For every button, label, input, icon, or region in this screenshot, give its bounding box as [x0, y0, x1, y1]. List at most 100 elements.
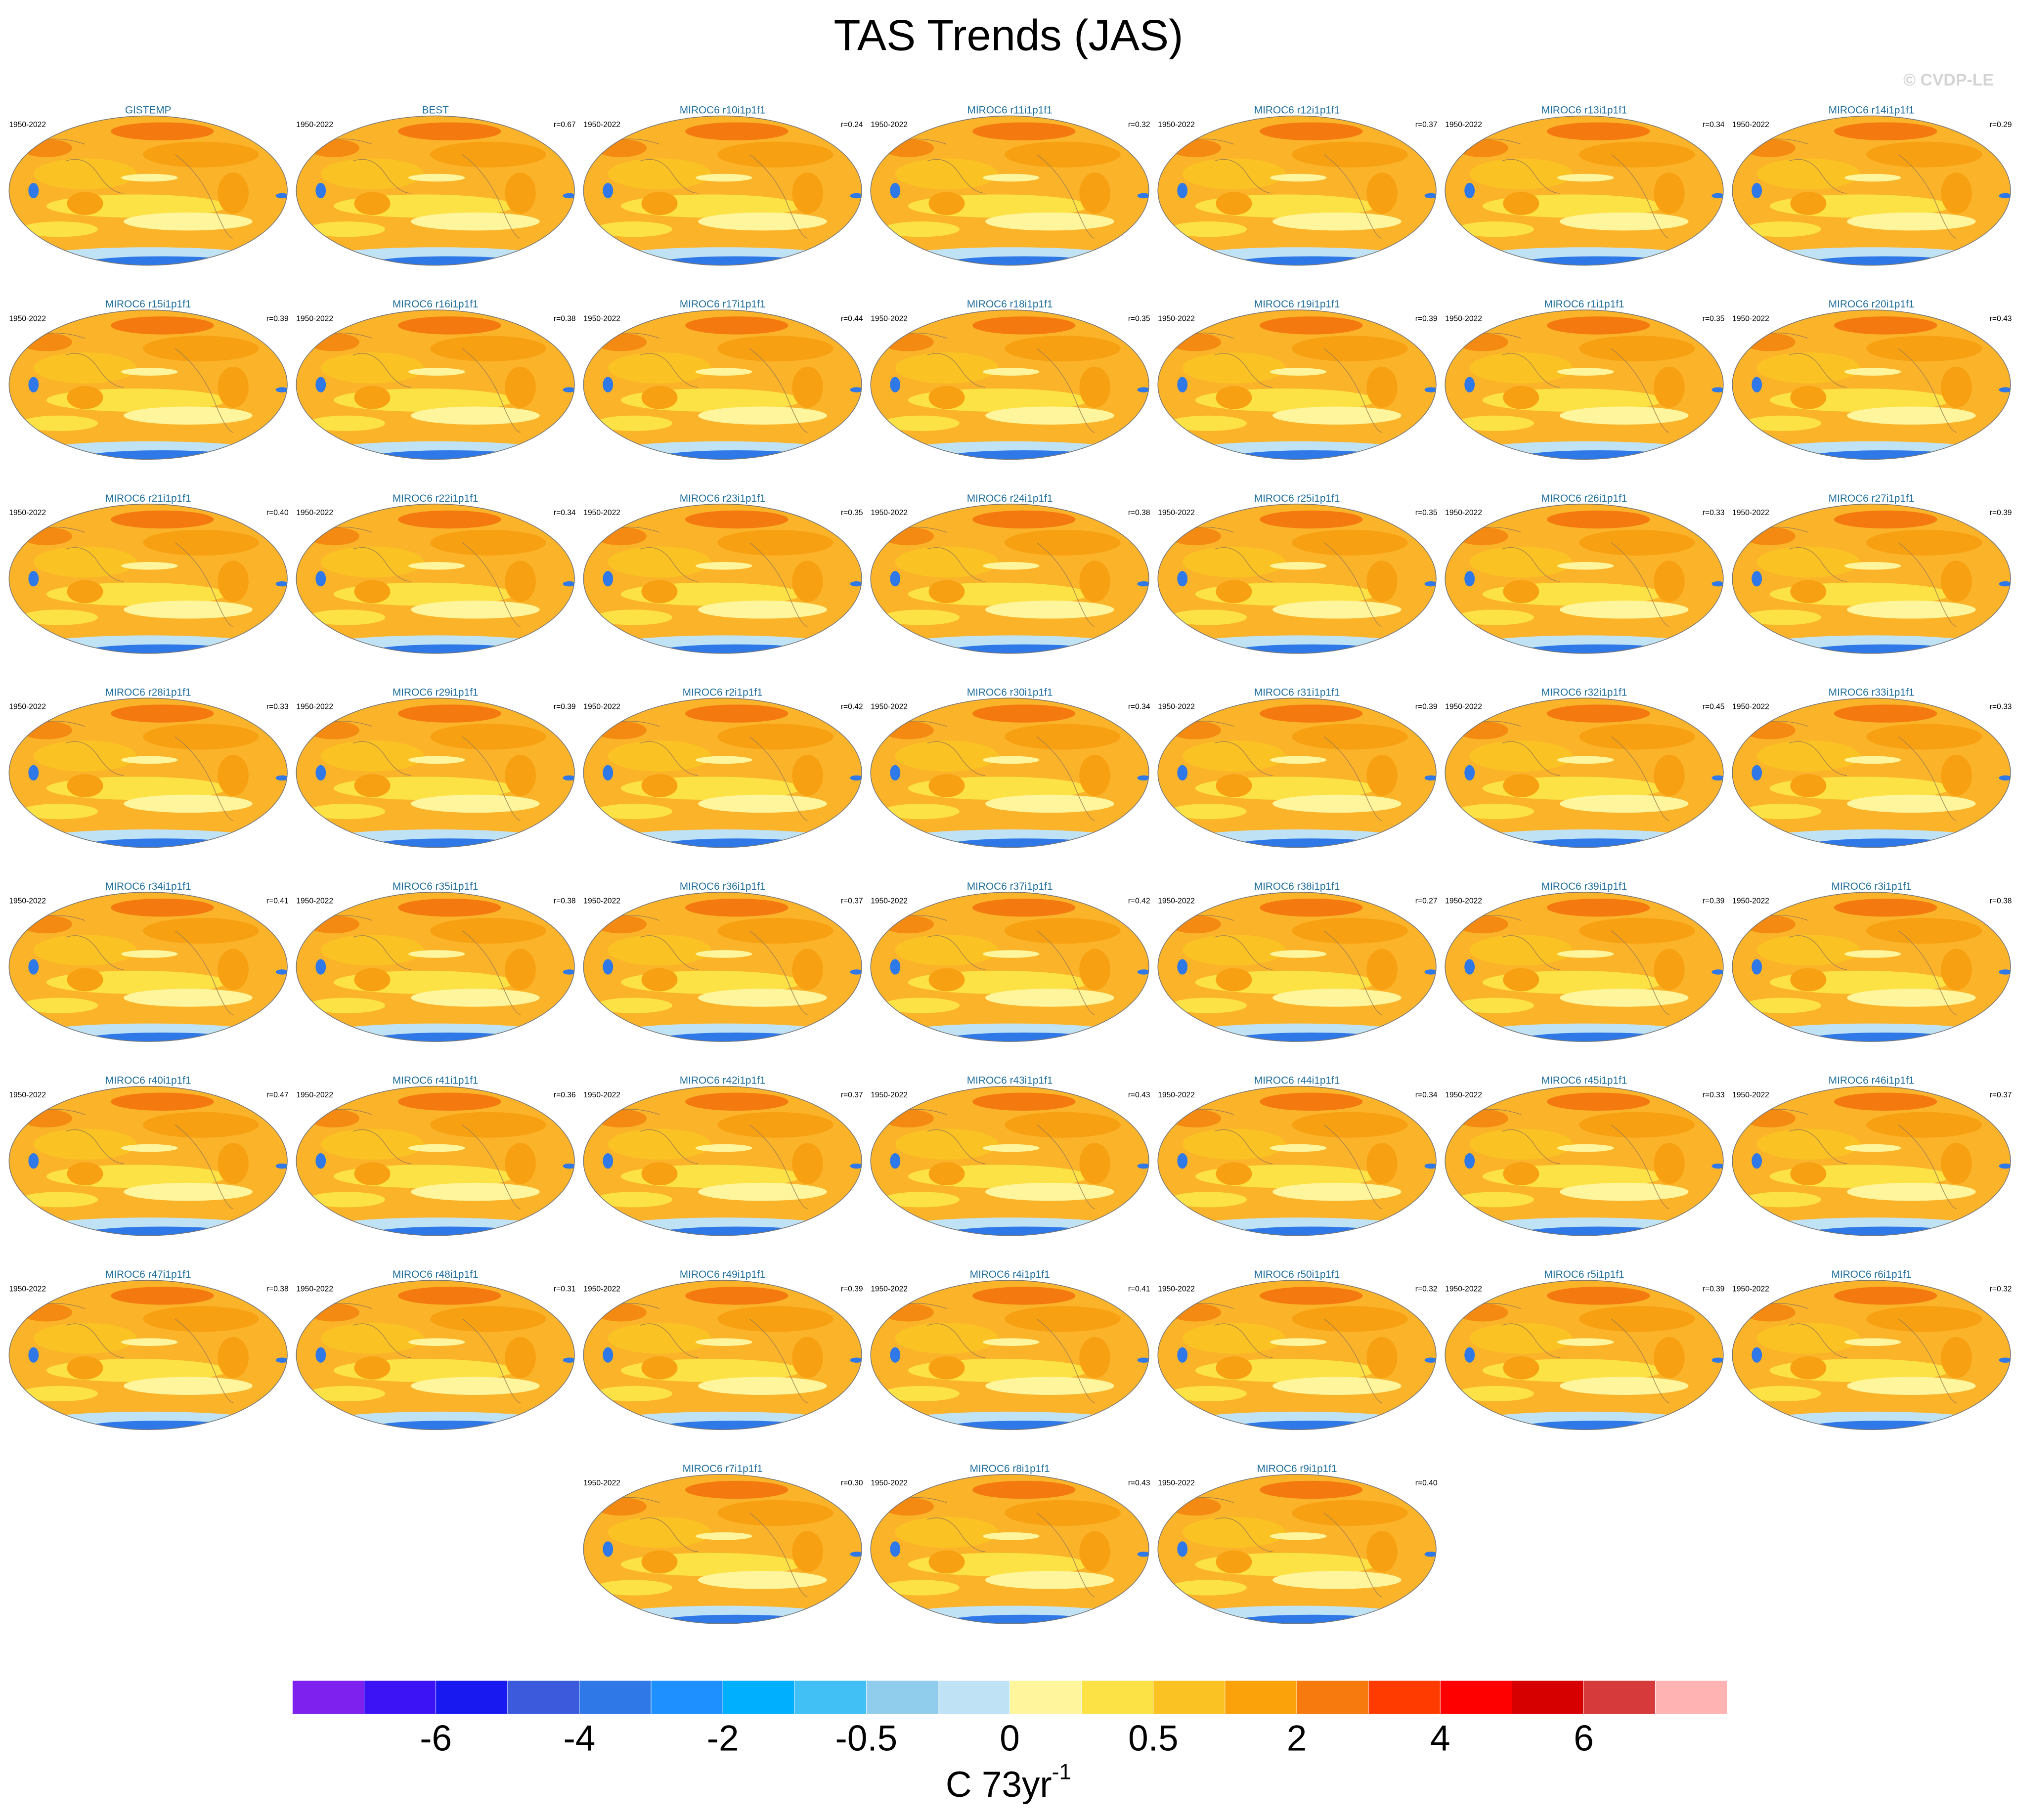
colorbar-unit: C 73yr-1 [946, 1760, 1071, 1805]
colorbar-label: 0.5 [1128, 1719, 1178, 1759]
map [1157, 892, 1438, 1045]
map [1731, 892, 2012, 1045]
panel: MIROC6 r30i1p1f1 1950-2022 r=0.34 [870, 687, 1150, 851]
map [1157, 1474, 1438, 1628]
panel: MIROC6 r27i1p1f1 1950-2022 r=0.39 [1731, 493, 2012, 657]
panel: MIROC6 r33i1p1f1 1950-2022 r=0.33 [1731, 687, 2012, 851]
panel-correlation: r=0.37 [841, 1091, 863, 1099]
panel-period: 1950-2022 [296, 121, 333, 129]
panel-title: MIROC6 r41i1p1f1 [393, 1075, 479, 1086]
panel-period: 1950-2022 [871, 897, 908, 905]
colorbar-label: 6 [1574, 1719, 1594, 1759]
panel-period: 1950-2022 [9, 509, 46, 517]
panel-correlation: r=0.32 [1990, 1285, 2012, 1294]
panel-period: 1950-2022 [1732, 314, 1769, 323]
map [870, 698, 1150, 851]
panel: MIROC6 r24i1p1f1 1950-2022 r=0.38 [870, 493, 1150, 657]
map [295, 504, 576, 657]
panel-title: MIROC6 r35i1p1f1 [393, 881, 479, 892]
panel-title: MIROC6 r46i1p1f1 [1829, 1075, 1915, 1086]
panel-period: 1950-2022 [1732, 703, 1769, 711]
panel-title: MIROC6 r18i1p1f1 [967, 299, 1053, 310]
panel-title: MIROC6 r30i1p1f1 [967, 687, 1053, 698]
panel-correlation: r=0.38 [1128, 509, 1150, 517]
panel-period: 1950-2022 [871, 1479, 908, 1487]
panel-period: 1950-2022 [9, 897, 46, 905]
panel-title: MIROC6 r48i1p1f1 [393, 1269, 479, 1280]
panel: MIROC6 r1i1p1f1 1950-2022 r=0.35 [1444, 299, 1725, 463]
panel-period: 1950-2022 [1445, 314, 1482, 323]
panel: MIROC6 r39i1p1f1 1950-2022 r=0.39 [1444, 881, 1725, 1045]
panel-title: MIROC6 r19i1p1f1 [1254, 299, 1340, 310]
panel-correlation: r=0.38 [266, 1285, 289, 1294]
map [295, 1086, 576, 1240]
panel: MIROC6 r40i1p1f1 1950-2022 r=0.47 [8, 1075, 289, 1240]
panel: MIROC6 r42i1p1f1 1950-2022 r=0.37 [582, 1075, 863, 1240]
panel: MIROC6 r18i1p1f1 1950-2022 r=0.35 [870, 299, 1150, 463]
map [1157, 1086, 1438, 1240]
panel-title: MIROC6 r29i1p1f1 [393, 687, 479, 698]
colorbar-label: 2 [1287, 1719, 1307, 1759]
panel-title: MIROC6 r16i1p1f1 [393, 299, 479, 310]
panel-title: MIROC6 r26i1p1f1 [1541, 493, 1627, 504]
colorbar-box [938, 1680, 1010, 1714]
map [1731, 504, 2012, 657]
colorbar-unit-base: C 73yr [946, 1765, 1052, 1805]
panel-title: MIROC6 r38i1p1f1 [1254, 881, 1340, 892]
panel-title: MIROC6 r31i1p1f1 [1254, 687, 1340, 698]
panel-correlation: r=0.24 [841, 121, 863, 129]
panel: MIROC6 r4i1p1f1 1950-2022 r=0.41 [870, 1269, 1150, 1433]
panel-correlation: r=0.43 [1128, 1479, 1150, 1487]
panel-period: 1950-2022 [1158, 1285, 1195, 1294]
panel-correlation: r=0.38 [554, 897, 576, 905]
map [582, 1474, 863, 1628]
panel-title: MIROC6 r43i1p1f1 [967, 1075, 1053, 1086]
panel-correlation: r=0.29 [1990, 121, 2012, 129]
panel-period: 1950-2022 [1158, 314, 1195, 323]
panel-correlation: r=0.44 [841, 314, 863, 323]
panel-title: MIROC6 r42i1p1f1 [680, 1075, 766, 1086]
map [582, 892, 863, 1045]
map [870, 116, 1150, 269]
panel-correlation: r=0.43 [1990, 314, 2012, 323]
panel: MIROC6 r2i1p1f1 1950-2022 r=0.42 [582, 687, 863, 851]
panel-correlation: r=0.39 [1415, 314, 1438, 323]
colorbar-box [507, 1680, 580, 1714]
panel-period: 1950-2022 [871, 509, 908, 517]
panel-title: MIROC6 r12i1p1f1 [1254, 105, 1340, 116]
panel-period: 1950-2022 [1445, 897, 1482, 905]
watermark: © CVDP-LE [1903, 71, 1994, 89]
panel: MIROC6 r13i1p1f1 1950-2022 r=0.34 [1444, 105, 1725, 269]
panel-title: MIROC6 r17i1p1f1 [680, 299, 766, 310]
map [1157, 310, 1438, 463]
map [8, 1086, 289, 1240]
panel-correlation: r=0.39 [1990, 509, 2012, 517]
colorbar-box [579, 1680, 652, 1714]
map [1444, 1086, 1725, 1240]
panel-correlation: r=0.33 [1703, 1091, 1725, 1099]
panel: MIROC6 r5i1p1f1 1950-2022 r=0.39 [1444, 1269, 1725, 1433]
panel-period: 1950-2022 [871, 1285, 908, 1294]
colorbar-label: 4 [1430, 1719, 1450, 1759]
panel-title: MIROC6 r32i1p1f1 [1541, 687, 1627, 698]
map [8, 504, 289, 657]
map [582, 1086, 863, 1240]
panel-period: 1950-2022 [1445, 509, 1482, 517]
panel-correlation: r=0.42 [1128, 897, 1150, 905]
panel-title: MIROC6 r21i1p1f1 [105, 493, 191, 504]
colorbar-box [292, 1680, 364, 1714]
colorbar-box [651, 1680, 723, 1714]
map [870, 892, 1150, 1045]
panel: MIROC6 r12i1p1f1 1950-2022 r=0.37 [1157, 105, 1438, 269]
panel-title: BEST [422, 105, 449, 116]
panel-title: MIROC6 r25i1p1f1 [1254, 493, 1340, 504]
panel: MIROC6 r22i1p1f1 1950-2022 r=0.34 [295, 493, 576, 657]
panel-correlation: r=0.67 [554, 121, 576, 129]
map [582, 698, 863, 851]
map [1157, 504, 1438, 657]
map [295, 698, 576, 851]
panel: MIROC6 r14i1p1f1 1950-2022 r=0.29 [1731, 105, 2012, 269]
panel-period: 1950-2022 [1732, 509, 1769, 517]
map [295, 116, 576, 269]
